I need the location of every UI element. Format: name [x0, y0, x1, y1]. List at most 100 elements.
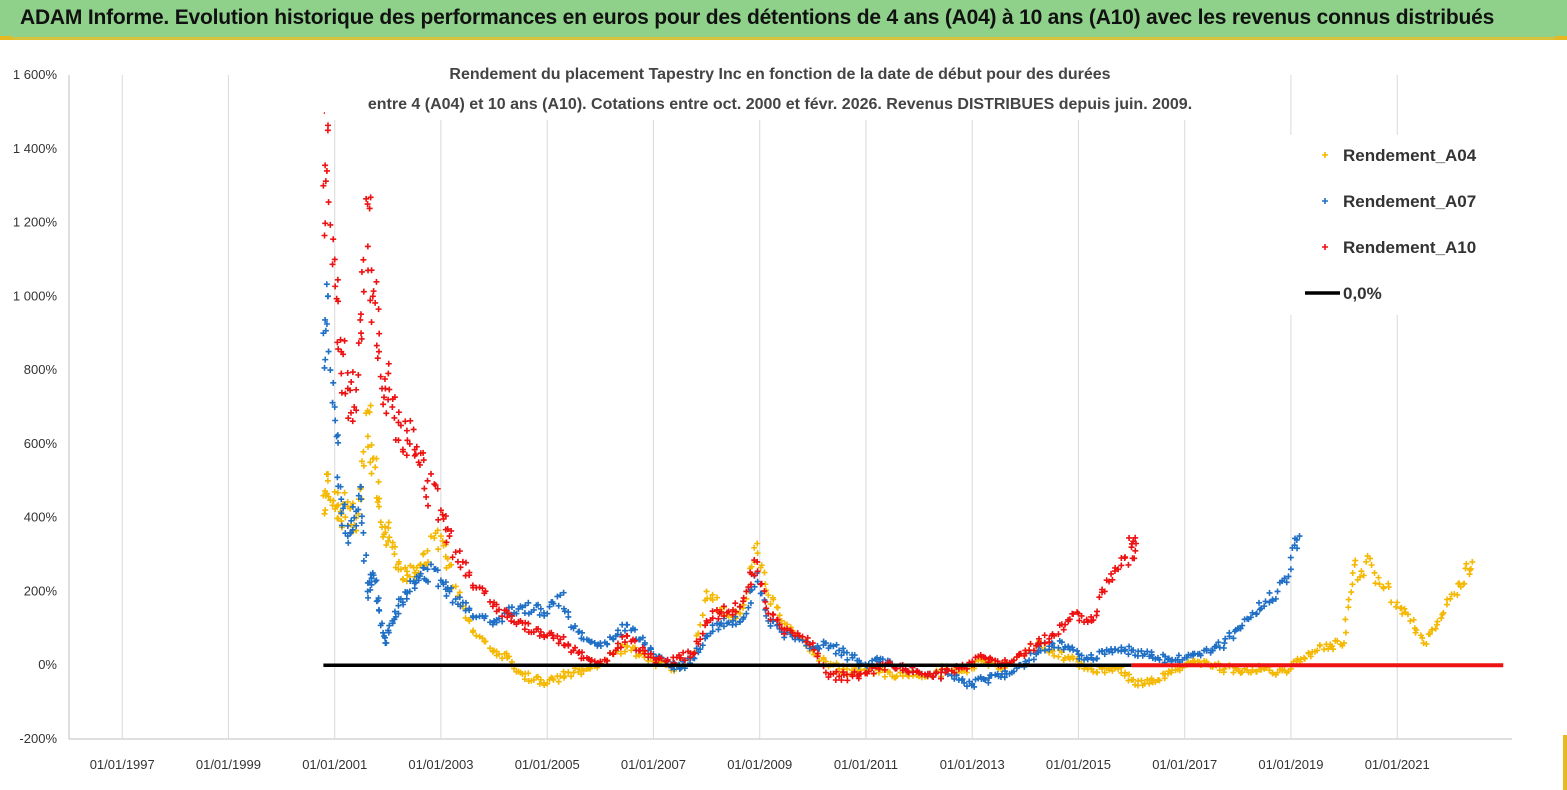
data-point — [345, 415, 352, 422]
data-point — [448, 561, 455, 568]
data-point — [399, 599, 406, 606]
data-point — [335, 515, 342, 522]
data-point — [357, 311, 364, 318]
data-point — [718, 620, 725, 627]
data-point — [443, 539, 450, 546]
data-point — [1101, 669, 1108, 676]
data-point — [456, 594, 463, 601]
data-point — [1076, 617, 1083, 624]
data-point — [1074, 647, 1081, 654]
data-point — [364, 243, 371, 250]
data-point — [1266, 599, 1273, 606]
data-point — [1051, 652, 1058, 659]
data-point — [536, 632, 543, 639]
data-point — [541, 634, 548, 641]
data-point — [434, 567, 441, 574]
data-point — [535, 673, 542, 680]
data-point — [397, 595, 404, 602]
data-point — [1287, 554, 1294, 561]
data-point — [385, 524, 392, 531]
data-point — [366, 409, 373, 416]
data-point — [407, 417, 414, 424]
data-point — [466, 569, 473, 576]
data-point — [568, 673, 575, 680]
data-point — [537, 628, 544, 635]
data-point — [763, 605, 770, 612]
data-point — [377, 373, 384, 380]
data-point — [1274, 588, 1281, 595]
data-point — [504, 614, 511, 621]
plot-area — [320, 110, 1504, 690]
data-point — [1394, 599, 1401, 606]
data-point — [373, 577, 380, 584]
data-point — [865, 668, 872, 675]
data-point — [385, 538, 392, 545]
data-point — [1330, 646, 1337, 653]
data-point — [325, 348, 332, 355]
data-point — [541, 612, 548, 619]
data-point — [421, 485, 428, 492]
data-point — [353, 407, 360, 414]
data-point — [338, 496, 345, 503]
data-point — [691, 650, 698, 657]
data-point — [1101, 651, 1108, 658]
data-point — [423, 493, 430, 500]
data-point — [832, 650, 839, 657]
data-point — [681, 657, 688, 664]
data-point — [1392, 603, 1399, 610]
data-point — [349, 369, 356, 376]
data-point — [323, 320, 330, 327]
data-point — [1161, 675, 1168, 682]
data-point — [386, 622, 393, 629]
data-point — [1341, 640, 1348, 647]
legend-label: Rendement_A04 — [1343, 146, 1477, 165]
data-point — [745, 604, 752, 611]
data-point — [588, 657, 595, 664]
data-point — [554, 633, 561, 640]
data-point — [386, 534, 393, 541]
data-point — [338, 522, 345, 529]
data-point — [725, 608, 732, 615]
data-point — [452, 583, 459, 590]
series-rendement-a07 — [320, 281, 1303, 690]
data-point — [743, 588, 750, 595]
data-point — [748, 571, 755, 578]
data-point — [833, 668, 840, 675]
data-point — [1222, 635, 1229, 642]
data-point — [322, 507, 329, 514]
data-point — [810, 646, 817, 653]
data-point — [535, 601, 542, 608]
data-point — [377, 622, 384, 629]
data-point — [604, 641, 611, 648]
data-point — [364, 433, 371, 440]
data-point — [645, 654, 652, 661]
data-point — [344, 533, 351, 540]
data-point — [327, 221, 334, 228]
data-point — [395, 610, 402, 617]
data-point — [342, 514, 349, 521]
data-point — [715, 615, 722, 622]
data-point — [671, 666, 678, 673]
data-point — [838, 677, 845, 684]
report-header: ADAM Informe. Evolution historique des p… — [0, 0, 1567, 40]
data-point — [432, 482, 439, 489]
data-point — [578, 671, 585, 678]
data-point — [1272, 595, 1279, 602]
data-point — [391, 608, 398, 615]
data-point — [1316, 642, 1323, 649]
data-point — [385, 360, 392, 367]
data-point — [1090, 617, 1097, 624]
data-point — [335, 298, 342, 305]
data-point — [348, 529, 355, 536]
data-point — [1293, 536, 1300, 543]
data-point — [1262, 598, 1269, 605]
y-tick-label: 1 400% — [13, 141, 58, 156]
data-point — [466, 618, 473, 625]
data-point — [325, 471, 331, 478]
data-point — [1094, 608, 1101, 615]
x-tick-label: 01/01/2015 — [1046, 757, 1111, 772]
data-point — [496, 606, 503, 613]
data-point — [335, 346, 342, 353]
data-point — [930, 673, 937, 680]
data-point — [881, 673, 888, 680]
